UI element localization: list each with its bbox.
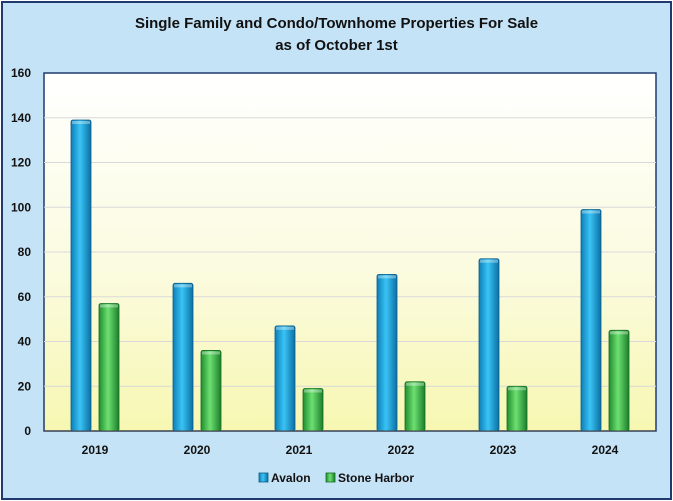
bar-highlight — [174, 284, 192, 288]
x-tick-label: 2021 — [286, 443, 313, 457]
bar-avalon-2021 — [274, 325, 296, 432]
bar-avalon-2022 — [376, 273, 398, 432]
bar-highlight — [610, 331, 628, 335]
bar-highlight — [304, 389, 322, 393]
bar-highlight — [72, 120, 90, 124]
bar-stone-harbor-2019 — [98, 303, 120, 432]
bar-highlight — [202, 351, 220, 355]
bar-highlight — [378, 275, 396, 279]
bar-avalon-2024 — [580, 209, 602, 432]
bar-avalon-2023 — [478, 258, 500, 432]
bar-avalon-2020 — [172, 282, 194, 432]
y-tick-label: 140 — [11, 111, 31, 125]
y-tick-label: 40 — [18, 335, 32, 349]
x-tick-label: 2024 — [592, 443, 619, 457]
x-tick-label: 2022 — [388, 443, 415, 457]
bar-highlight — [406, 382, 424, 386]
gridlines — [44, 117, 656, 387]
legend-label-avalon: Avalon — [271, 471, 311, 485]
chart-title: Single Family and Condo/Townhome Propert… — [134, 15, 539, 32]
y-tick-label: 0 — [24, 424, 31, 438]
bar-highlight — [480, 259, 498, 263]
bar-stone-harbor-2024 — [608, 329, 630, 432]
y-tick-label: 120 — [11, 156, 31, 170]
x-tick-label: 2019 — [82, 443, 109, 457]
bar-highlight — [582, 210, 600, 214]
y-tick-label: 60 — [18, 290, 32, 304]
bar-stone-harbor-2020 — [200, 350, 222, 432]
bar-avalon-2019 — [70, 119, 92, 432]
bar-stone-harbor-2023 — [506, 385, 528, 432]
y-tick-label: 160 — [11, 66, 31, 80]
bar-highlight — [100, 304, 118, 308]
bar-highlight — [276, 326, 294, 330]
chart-subtitle: as of October 1st — [275, 37, 398, 54]
bar-highlight — [508, 387, 526, 391]
x-tick-label: 2020 — [184, 443, 211, 457]
y-tick-label: 20 — [18, 379, 32, 393]
y-tick-label: 80 — [18, 245, 32, 259]
bar-stone-harbor-2021 — [302, 388, 324, 432]
bars — [70, 119, 630, 432]
legend-label-stone-harbor: Stone Harbor — [338, 471, 414, 485]
x-tick-label: 2023 — [490, 443, 517, 457]
legend-swatch-stone-harbor — [325, 472, 336, 483]
legend: Avalon Stone Harbor — [258, 471, 414, 485]
legend-swatch-avalon — [258, 472, 269, 483]
x-axis-ticks: 2019 2020 2021 2022 2023 2024 — [82, 443, 619, 457]
y-tick-label: 100 — [11, 200, 31, 214]
bar-stone-harbor-2022 — [404, 381, 426, 432]
y-axis-ticks: 0 20 40 60 80 100 120 140 160 — [11, 66, 31, 438]
